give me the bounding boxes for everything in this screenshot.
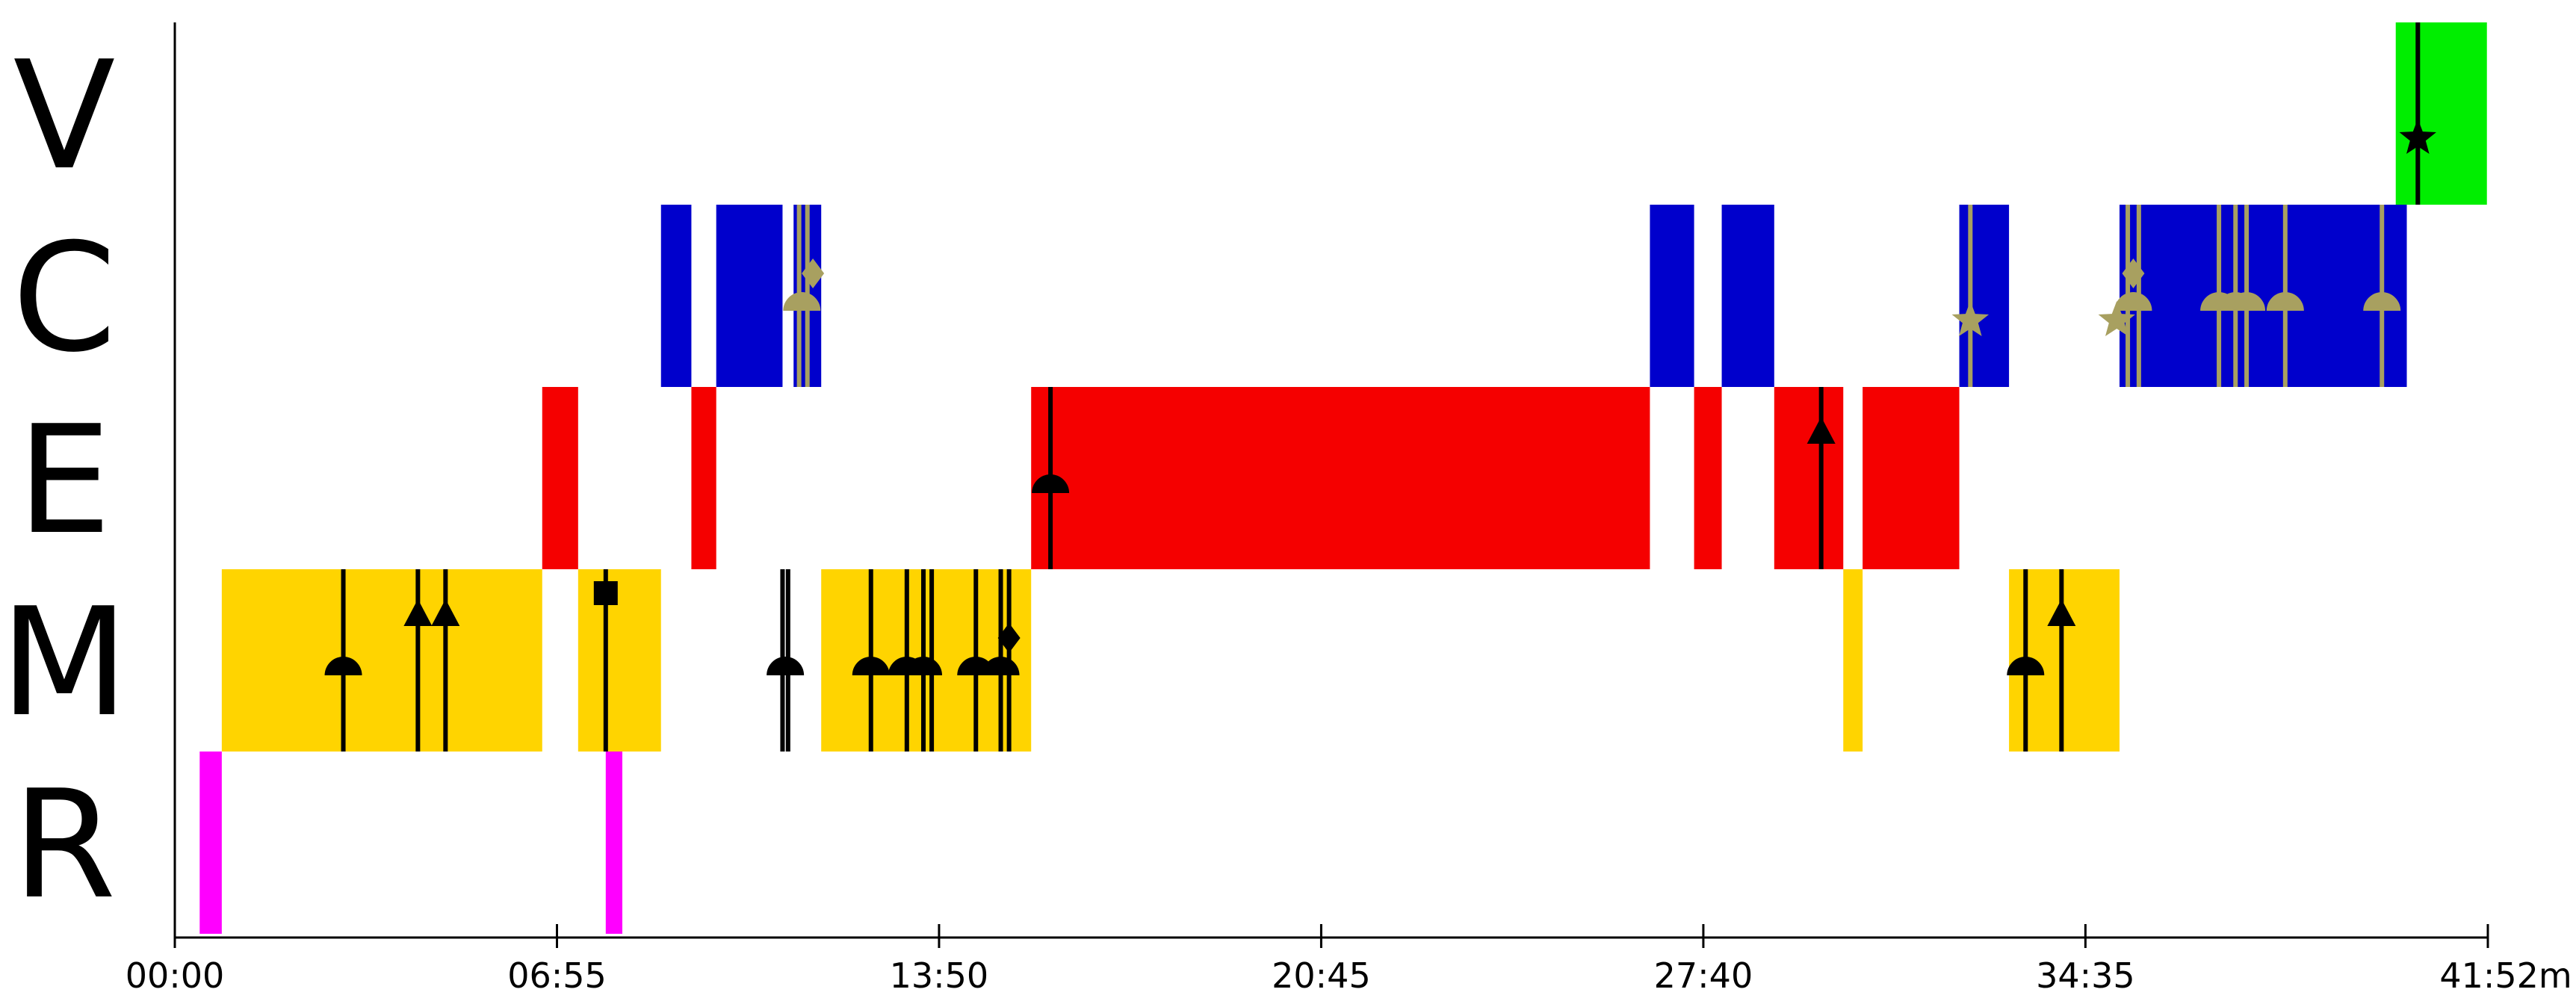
marker-star-0 [2399, 119, 2436, 154]
marker-triangle-13 [1806, 417, 1836, 444]
marker-triangle-16 [431, 599, 460, 626]
markers [324, 119, 2436, 675]
segment-m-1 [578, 569, 661, 752]
segment-m-0 [221, 569, 542, 752]
marker-triangle-15 [403, 599, 433, 626]
x-tick-label-3: 20:45 [1272, 955, 1371, 996]
x-tick-label-1: 06:55 [507, 955, 607, 996]
segment-m-3 [1843, 569, 1863, 752]
marker-half-circle-25 [2007, 657, 2045, 675]
segment-c-3 [1650, 205, 1694, 387]
marker-square-17 [593, 581, 618, 605]
marker-diamond-2 [802, 258, 825, 288]
segment-c-0 [660, 205, 692, 387]
segment-r-1 [605, 752, 622, 934]
segment-e-2 [1031, 387, 1650, 569]
marker-half-circle-23 [982, 657, 1020, 675]
segment-e-4 [1774, 387, 1844, 569]
segment-c-4 [1721, 205, 1774, 387]
marker-diamond-24 [997, 623, 1021, 653]
segment-r-0 [199, 752, 222, 934]
marker-half-circle-18 [767, 657, 805, 675]
x-tick-label-2: 13:50 [890, 955, 989, 996]
segment-e-3 [1694, 387, 1722, 569]
segment-e-0 [542, 387, 578, 569]
marker-half-circle-5 [2114, 292, 2152, 311]
marker-diamond-6 [2122, 258, 2145, 288]
row-label-e: E [17, 394, 111, 568]
x-tick-label-6: 41:52m [2439, 955, 2572, 996]
row-label-v: V [13, 29, 116, 203]
marker-half-circle-21 [905, 657, 943, 675]
marker-star-4 [2098, 301, 2135, 336]
segment-c-1 [716, 205, 783, 387]
x-tick-label-5: 34:35 [2036, 955, 2135, 996]
marker-half-circle-9 [2228, 292, 2266, 311]
row-label-r: R [13, 758, 117, 932]
segment-c-6 [2119, 205, 2407, 387]
segment-c-5 [1959, 205, 2010, 387]
marker-half-circle-19 [852, 657, 890, 675]
marker-triangle-26 [2047, 599, 2076, 626]
marker-half-circle-11 [2363, 292, 2401, 311]
segments [199, 22, 2487, 934]
segment-e-1 [691, 387, 716, 569]
marker-half-circle-12 [1032, 474, 1070, 493]
row-label-m: M [0, 576, 129, 750]
x-tick-label-0: 00:00 [126, 955, 225, 996]
marker-half-circle-14 [324, 657, 362, 675]
segment-v-0 [2395, 22, 2487, 205]
marker-star-3 [1951, 301, 1990, 336]
x-tick-label-4: 27:40 [1654, 955, 1753, 996]
row-label-c: C [12, 211, 117, 385]
axes: 00:00 06:55 13:50 20:45 27:40 34:35 41:52m [126, 22, 2572, 996]
segment-e-5 [1863, 387, 1960, 569]
marker-half-circle-1 [783, 292, 821, 311]
marker-half-circle-10 [2266, 292, 2304, 311]
